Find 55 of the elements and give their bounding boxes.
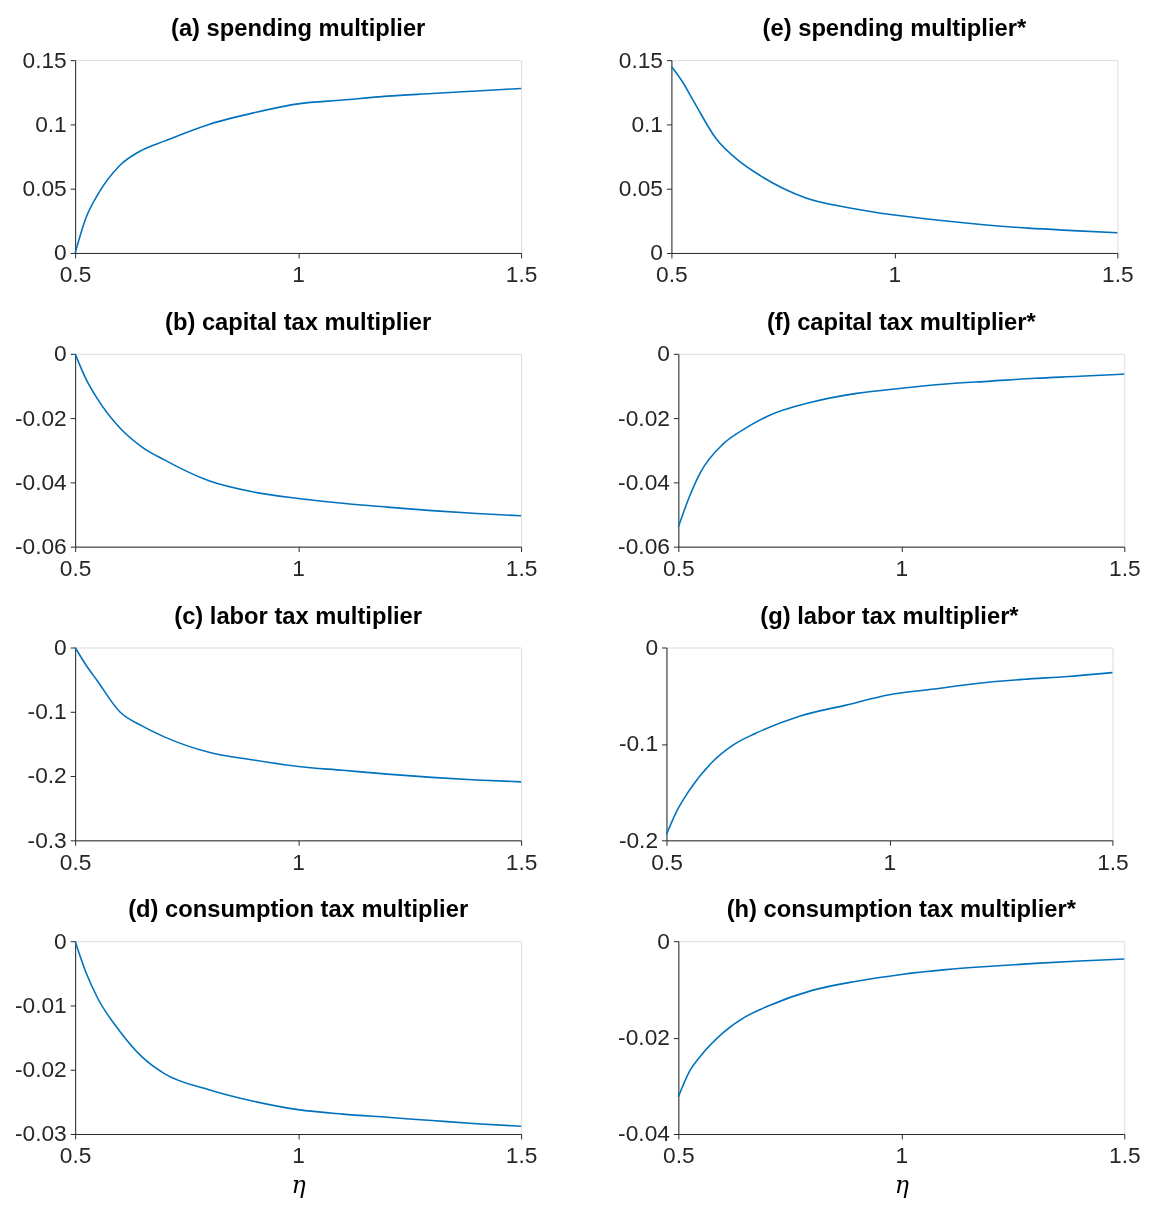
y-tick-label: 0.15 (22, 46, 67, 73)
line-series (665, 671, 1114, 836)
chart-title: (d) consumption tax multiplier (128, 896, 469, 923)
chart-title: (e) spending multiplier* (762, 15, 1027, 42)
line-series (677, 958, 1126, 1098)
y-tick-label: -0.02 (618, 404, 670, 431)
x-tick-label: 1.5 (1097, 848, 1129, 875)
y-tick-label: 0 (54, 633, 67, 660)
x-tick-label: 1 (292, 261, 305, 288)
x-tick-label: 1 (292, 1142, 305, 1169)
x-tick-label: 1.5 (505, 848, 538, 875)
y-tick-label: 0 (657, 927, 670, 954)
chart-title: (c) labor tax multiplier (174, 602, 423, 629)
x-tick-label: 1.5 (505, 554, 538, 581)
y-tick-label: 0 (657, 340, 670, 367)
x-axis-title: η (291, 1170, 306, 1199)
x-tick-label: 1.5 (505, 261, 538, 288)
y-tick-label: -0.1 (27, 698, 67, 725)
chart-title: (g) labor tax multiplier* (760, 602, 1020, 629)
y-tick-label: 0.05 (22, 175, 67, 202)
y-tick-label: 0 (54, 340, 67, 367)
x-tick-label: 1 (895, 554, 909, 581)
line-series (670, 65, 1119, 234)
y-tick-label: 0.1 (35, 110, 67, 137)
y-tick-label: -0.1 (618, 730, 659, 757)
y-tick-label: 0.05 (618, 175, 664, 202)
y-tick-label: -0.01 (14, 991, 67, 1018)
line-series (74, 646, 522, 783)
chart-title: (a) spending multiplier (170, 15, 426, 42)
x-axis-title: η (894, 1170, 909, 1199)
x-tick-label: 1 (895, 1142, 909, 1169)
x-tick-label: 1 (883, 848, 897, 875)
x-tick-label: 1.5 (505, 1142, 538, 1169)
y-tick-label: -0.2 (27, 762, 67, 789)
y-tick-label: -0.04 (618, 468, 670, 495)
y-tick-label: 0 (54, 927, 67, 954)
x-tick-label: 1 (292, 554, 305, 581)
x-tick-label: 1 (292, 848, 305, 875)
x-tick-label: 1.5 (1102, 261, 1134, 288)
y-tick-label: 0.15 (618, 46, 664, 73)
x-tick-label: 1 (888, 261, 902, 288)
y-tick-label: -0.02 (618, 1024, 670, 1051)
y-tick-label: 0 (645, 633, 659, 660)
chart-title: (f) capital tax multiplier* (766, 309, 1037, 336)
line-series (677, 373, 1126, 528)
chart-title: (b) capital tax multiplier (165, 309, 432, 336)
line-series (74, 353, 522, 517)
y-tick-label: 0.1 (631, 110, 664, 137)
y-tick-label: -0.02 (14, 404, 67, 431)
y-tick-label: -0.04 (14, 468, 67, 495)
x-tick-label: 1.5 (1108, 554, 1141, 581)
line-series (74, 940, 522, 1128)
y-tick-label: -0.02 (14, 1056, 67, 1083)
x-tick-label: 1.5 (1108, 1142, 1141, 1169)
chart-title: (h) consumption tax multiplier* (726, 896, 1077, 923)
